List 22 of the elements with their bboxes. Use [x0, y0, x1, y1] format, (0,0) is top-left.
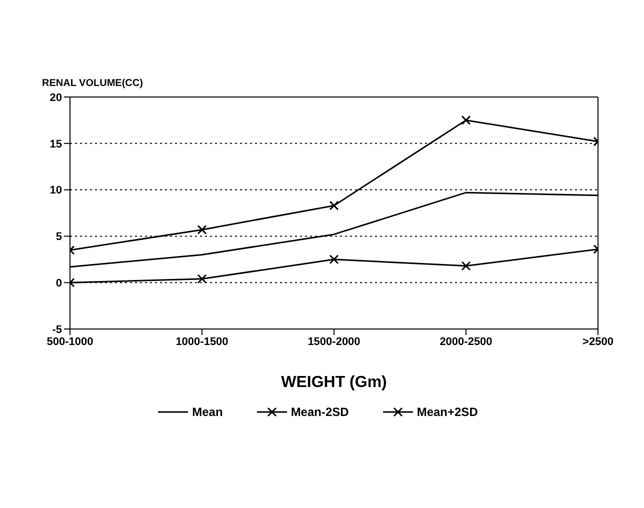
x-tick-label: 500-1000: [46, 336, 94, 348]
legend-label: Mean-2SD: [290, 405, 349, 419]
y-tick-label: 10: [50, 184, 62, 197]
x-tick-label: 1000-1500: [176, 336, 228, 348]
point: [329, 200, 339, 210]
x-tick-label: 2000-2500: [440, 336, 492, 348]
y-tick-label: -5: [52, 324, 62, 336]
y-tick-label: 20: [50, 92, 62, 104]
y-tick-label: 5: [56, 231, 62, 244]
legend-label: Mean+2SD: [416, 405, 478, 419]
x-tick-label: >2500: [582, 336, 614, 348]
x-axis-title: WEIGHT (Gm): [281, 374, 387, 391]
point: [329, 254, 339, 264]
y-tick-label: 0: [56, 278, 62, 290]
point: [461, 261, 471, 271]
y-axis-title: RENAL VOLUME(CC): [42, 78, 144, 89]
y-tick-label: 15: [50, 138, 62, 150]
point: [197, 274, 207, 284]
point: [461, 115, 471, 125]
legend-label: Mean: [192, 405, 223, 419]
point: [197, 224, 207, 234]
x-tick-label: 1500-2000: [308, 336, 360, 348]
